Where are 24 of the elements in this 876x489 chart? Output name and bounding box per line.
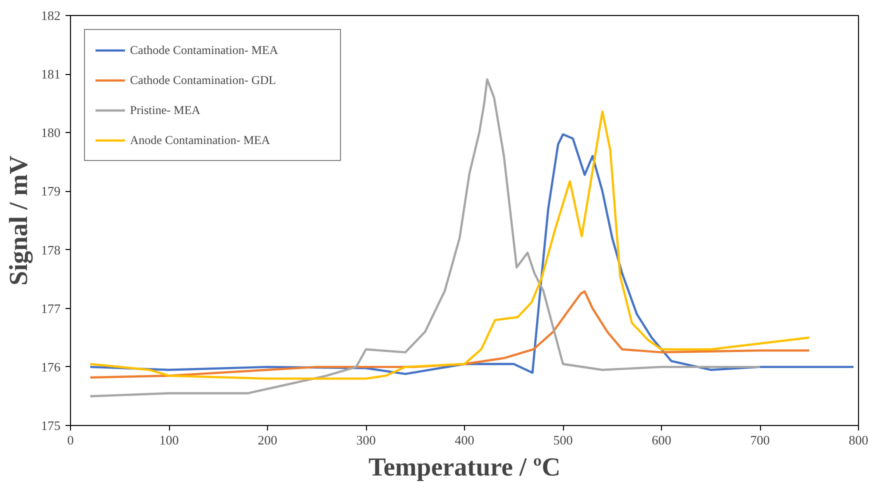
legend-label: Cathode Contamination- MEA (130, 42, 279, 58)
y-tick-label: 180 (41, 125, 60, 140)
y-tick-label: 178 (41, 242, 60, 258)
x-tick-label: 100 (159, 432, 179, 448)
x-tick-label: 700 (750, 432, 770, 448)
x-tick-label: 400 (454, 432, 474, 448)
x-tick-label: 500 (553, 432, 573, 448)
legend-label: Cathode Contamination- GDL (130, 72, 277, 88)
x-tick-label: 300 (356, 432, 376, 448)
y-axis-title: Signal / mV (4, 155, 33, 286)
x-tick-label: 800 (848, 432, 868, 448)
x-axis-title: Temperature / ºC (368, 452, 561, 482)
line-series (89, 290, 810, 379)
y-tick-label: 181 (41, 66, 60, 82)
y-tick-label: 177 (41, 300, 61, 316)
x-tick-label: 200 (258, 432, 278, 448)
y-tick-label: 179 (41, 184, 60, 199)
y-tick-label: 175 (41, 418, 60, 433)
x-tick-label: 0 (67, 432, 74, 448)
y-tick-label: 182 (41, 8, 60, 23)
legend-label: Pristine- MEA (130, 102, 202, 118)
x-tick-label: 600 (652, 432, 672, 448)
y-tick-label: 176 (41, 359, 61, 374)
legend-label: Anode Contamination- MEA (130, 132, 271, 148)
